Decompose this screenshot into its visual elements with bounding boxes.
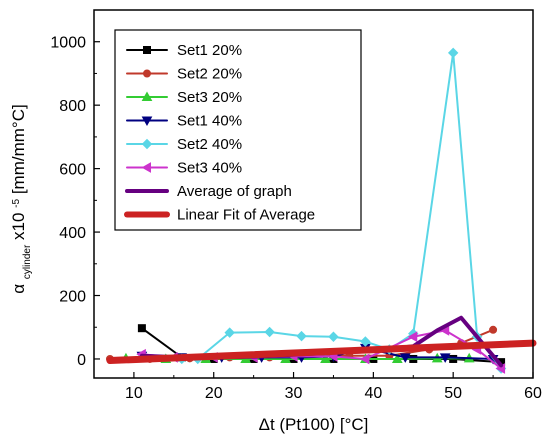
y-tick-label: 800 <box>59 98 86 115</box>
y-tick-label: 0 <box>77 352 86 369</box>
y-tick-label: 1000 <box>50 35 86 52</box>
data-point <box>264 326 275 338</box>
legend-item: Set3 40% <box>126 160 242 177</box>
data-point <box>360 336 371 347</box>
data-point <box>224 327 235 338</box>
y-tick-label: 200 <box>59 289 86 306</box>
y-title-sub: cylinder <box>22 244 33 279</box>
legend-item: Average of graph <box>125 183 292 200</box>
legend-item: Set1 40% <box>126 113 242 130</box>
data-point <box>143 69 151 78</box>
data-point <box>141 91 153 101</box>
data-point <box>359 353 370 365</box>
data-point <box>141 162 151 173</box>
legend-item: Set2 40% <box>126 136 242 153</box>
x-tick-label: 50 <box>444 385 462 402</box>
data-point <box>296 330 307 342</box>
y-title-unit: [mm/mm°C] <box>9 104 28 194</box>
legend-label: Average of graph <box>177 183 292 200</box>
legend-label: Set2 40% <box>177 136 242 153</box>
y-tick-label: 600 <box>59 162 86 179</box>
legend-item: Set2 20% <box>126 66 242 83</box>
legend-item: Set1 20% <box>126 42 242 59</box>
x-tick-label: 30 <box>285 385 303 402</box>
series-layer <box>105 47 537 374</box>
data-point <box>439 353 451 363</box>
legend-label: Set1 40% <box>177 113 242 130</box>
data-point <box>141 138 153 150</box>
series-line <box>106 339 537 365</box>
legend-box <box>114 29 362 231</box>
data-point <box>489 325 498 334</box>
x-tick-label: 60 <box>524 385 542 402</box>
y-title-alpha: α <box>9 284 28 294</box>
y-axis-title: α cylinder x10 -5 [mm/mm°C] <box>9 104 33 293</box>
y-title-exp: -5 <box>11 198 22 207</box>
data-point <box>137 324 146 333</box>
data-point <box>141 116 153 127</box>
legend-item: Set3 20% <box>126 89 242 106</box>
legend-item: Linear Fit of Average <box>124 207 315 224</box>
data-point <box>143 46 151 54</box>
series-8 <box>106 339 537 365</box>
y-tick-label: 400 <box>59 225 86 242</box>
x-tick-label: 40 <box>364 385 382 402</box>
legend-label: Set1 20% <box>177 42 242 59</box>
data-point <box>399 353 411 363</box>
legend-label: Linear Fit of Average <box>177 207 315 224</box>
legend-label: Set3 20% <box>177 89 242 106</box>
legend-label: Set3 40% <box>177 160 242 177</box>
data-point <box>328 331 339 342</box>
legend: Set1 20% Set2 20% Set3 20% Set1 40% Set2 40%… <box>114 29 362 231</box>
x-tick-label: 20 <box>205 385 223 402</box>
data-point <box>407 331 418 343</box>
legend-label: Set2 20% <box>177 66 242 83</box>
data-point <box>391 353 403 363</box>
data-point <box>280 353 291 363</box>
x-tick-label: 10 <box>125 385 143 402</box>
x-axis-title: Δt (Pt100) [°C] <box>259 415 369 434</box>
y-title-mult: x10 <box>9 213 28 240</box>
plot-frame <box>93 9 534 379</box>
data-point <box>447 47 459 59</box>
data-point <box>320 353 331 363</box>
